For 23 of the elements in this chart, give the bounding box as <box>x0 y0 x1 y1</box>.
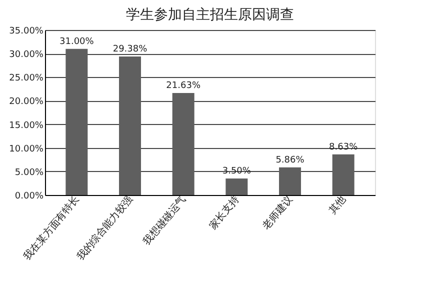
x-tick-label: 老师建议 <box>260 194 296 232</box>
bar <box>332 154 354 195</box>
bar <box>172 93 194 195</box>
data-label: 21.63% <box>166 81 201 92</box>
x-tick-label: 家长支持 <box>206 194 242 232</box>
y-tick-label: 15.00% <box>9 120 44 131</box>
y-tick-label: 5.00% <box>14 168 44 178</box>
data-label: 31.00% <box>60 36 94 47</box>
y-tick-label: 10.00% <box>9 144 44 154</box>
y-tick-label: 20.00% <box>9 97 44 108</box>
chart-title: 学生参加自主招生原因调查 <box>126 7 294 23</box>
bar <box>226 178 248 195</box>
bar <box>66 48 88 195</box>
data-label: 29.38% <box>112 44 148 54</box>
y-tick-label: 25.00% <box>9 74 44 84</box>
data-label: 5.86% <box>276 155 305 166</box>
x-tick-label: 其他 <box>326 194 348 217</box>
y-tick-label: 0.00% <box>14 192 44 202</box>
bar <box>119 56 141 195</box>
y-tick-label: 35.00% <box>9 26 44 36</box>
y-tick-label: 30.00% <box>9 50 44 60</box>
bar <box>279 167 301 195</box>
x-tick-label: 我想碰碰运气 <box>140 194 188 248</box>
